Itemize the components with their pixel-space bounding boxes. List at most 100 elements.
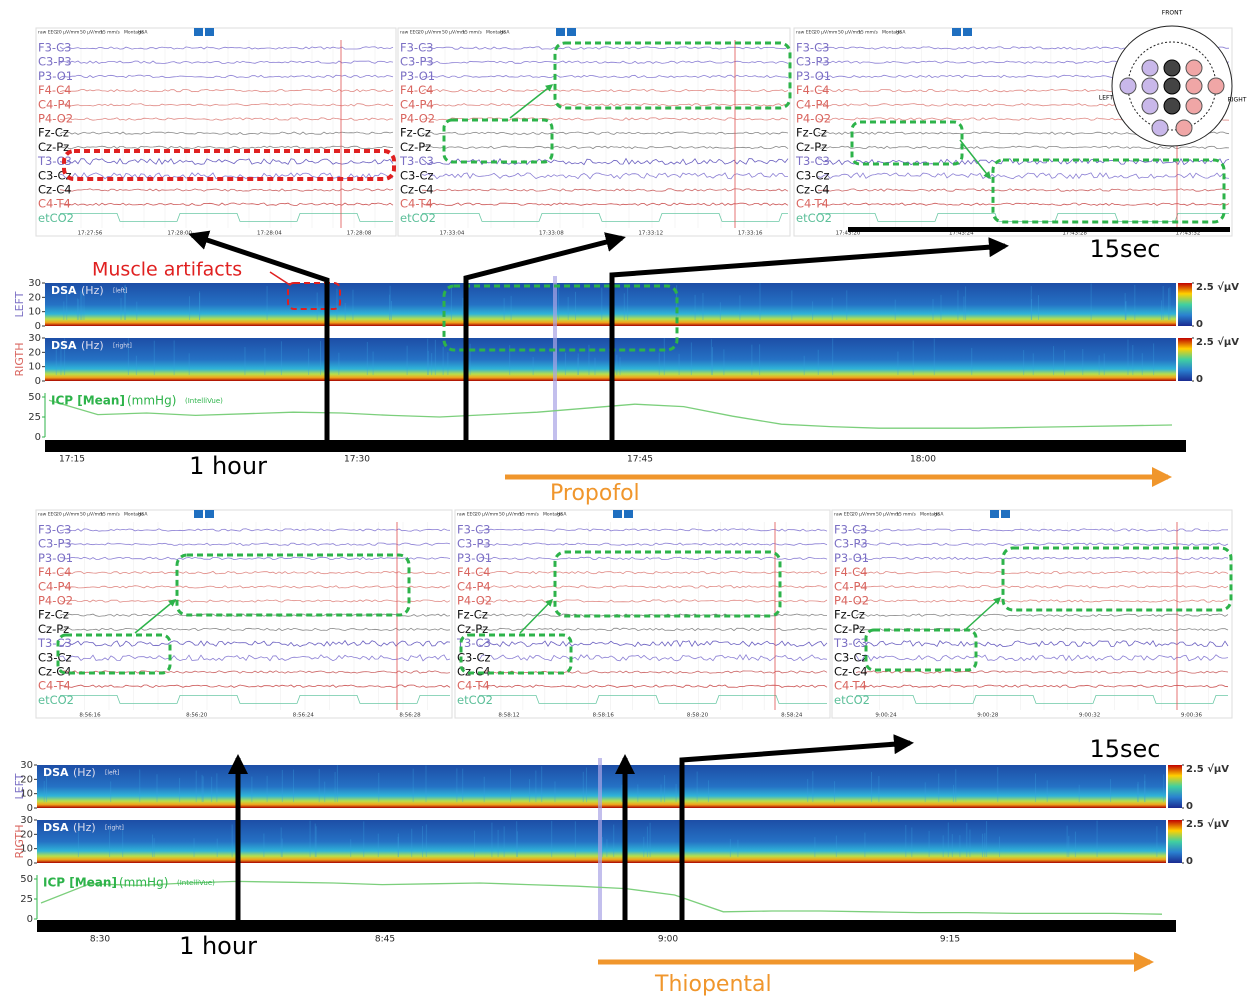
channel-label: T3-C3 [37,636,72,650]
channel-label: C3-Cz [400,168,434,182]
channel-label: Fz-Cz [834,608,865,622]
channel-label: C4-T4 [457,679,490,693]
channel-label: C4-T4 [38,197,71,211]
channel-label: P3-O1 [38,551,73,565]
channel-label: F4-C4 [796,83,829,97]
dsa-tick-label: 20 [28,347,41,358]
time-tick-label: 9:00:36 [1181,713,1203,719]
time-axis-label: 9:00 [658,935,678,945]
dsa-tick-label: 30 [20,815,33,826]
colorbar [1178,338,1192,381]
channel-label: T3-C3 [399,154,434,168]
dsa-unit: (Hz) [73,766,96,779]
dsa-tick-label: 30 [28,333,41,344]
time-tick-label: 17:33:04 [440,231,465,237]
channel-label: F4-C4 [457,565,490,579]
figure: raw EEG20 µV/mm50 µV/mm15 mm/sMontageHSA… [0,0,1249,999]
channel-label: Cz-C4 [400,183,434,197]
channel-label: Cz-C4 [38,183,72,197]
channel-label: F3-C3 [38,523,71,537]
channel-label: etCO2 [796,211,832,225]
time-tick-label: 17:28:08 [347,231,372,237]
toolbar-label: HSA [500,30,510,36]
annotation: Muscle artifacts [92,259,242,281]
colorbar-label: 2.5 √µV [1196,281,1239,293]
toolbar-icon [194,510,203,518]
colorbar [1178,283,1192,326]
colorbar-label: 0 [1186,856,1193,867]
channel-label: Fz-Cz [38,608,69,622]
dsa-unit: (Hz) [81,284,104,297]
toolbar-icon [205,28,214,36]
toolbar-icon [963,28,972,36]
channel-label: C3-P3 [834,537,868,551]
channel-label: C3-Cz [38,650,72,664]
icp-tick-label: 50 [20,874,33,885]
channel-label: Cz-C4 [834,665,868,679]
channel-label: etCO2 [38,693,74,707]
colorbar-label: 0 [1196,319,1203,330]
dsa-tick-label: 10 [28,307,41,318]
icp-source: (IntelliVue) [185,397,223,405]
head-label: RIGHT [1228,97,1247,104]
time-tick-label: 8:58:20 [687,713,709,719]
toolbar-label: 20 µV/mm [814,30,837,36]
time-tick-label: 8:56:28 [399,713,421,719]
dsa-tick-label: 0 [27,803,33,814]
channel-label: C4-T4 [834,679,867,693]
event-band [598,758,602,922]
duration-label: 1 hour [189,452,267,480]
time-axis-label: 8:30 [90,935,110,945]
icp-unit: (mmHg) [119,876,168,890]
toolbar-label: HSA [138,30,148,36]
toolbar-label: raw EEG [38,512,57,518]
channel-label: Fz-Cz [457,608,488,622]
time-axis-label: 17:45 [627,455,653,465]
channel-label: Fz-Cz [38,126,69,140]
time-axis-bar [37,920,1176,932]
toolbar-icon [952,28,961,36]
toolbar-icon [1001,510,1010,518]
icp-tick-label: 25 [28,412,41,423]
toolbar-label: raw EEG [796,30,815,36]
colorbar-label: 2.5 √µV [1186,818,1229,830]
icp-tick-label: 0 [35,432,41,443]
dsa-tick-label: 0 [27,858,33,869]
drug-label: Propofol [550,481,640,506]
icp-title: ICP [Mean] [51,394,125,408]
toolbar-label: 15 mm/s [462,30,482,36]
channel-label: P3-O1 [457,551,492,565]
dsa-title: DSA [43,821,69,834]
channel-label: Fz-Cz [400,126,431,140]
channel-label: P3-O1 [38,69,73,83]
colorbar [1168,820,1182,863]
side-label: RIGTH [13,342,26,376]
channel-label: P4-O2 [834,594,869,608]
channel-label: P3-O1 [834,551,869,565]
dsa-tick-label: 10 [28,362,41,373]
channel-label: C4-T4 [38,679,71,693]
channel-label: etCO2 [400,211,436,225]
channel-label: P4-O2 [796,112,831,126]
toolbar-label: 15 mm/s [100,30,120,36]
channel-label: Cz-C4 [796,183,830,197]
dsa-tag: [left] [113,288,127,295]
window-span-label: 15sec [1089,735,1160,763]
time-tick-label: 8:58:24 [781,713,803,719]
toolbar-label: 15 mm/s [858,30,878,36]
channel-label: C4-P4 [38,97,72,111]
time-tick-label: 8:56:16 [79,713,101,719]
icp-tick-label: 25 [20,894,33,905]
window-bar [848,227,1230,232]
colorbar-label: 2.5 √µV [1186,763,1229,775]
icp-tick-label: 0 [27,914,33,925]
dsa-tick-label: 20 [28,292,41,303]
toolbar-label: 15 mm/s [519,512,539,518]
toolbar-label: 20 µV/mm [475,512,498,518]
icp-unit: (mmHg) [127,394,176,408]
colorbar [1168,765,1182,808]
channel-label: C3-P3 [796,55,830,69]
toolbar-icon [624,510,633,518]
time-tick-label: 17:33:12 [638,231,663,237]
toolbar-icon [990,510,999,518]
